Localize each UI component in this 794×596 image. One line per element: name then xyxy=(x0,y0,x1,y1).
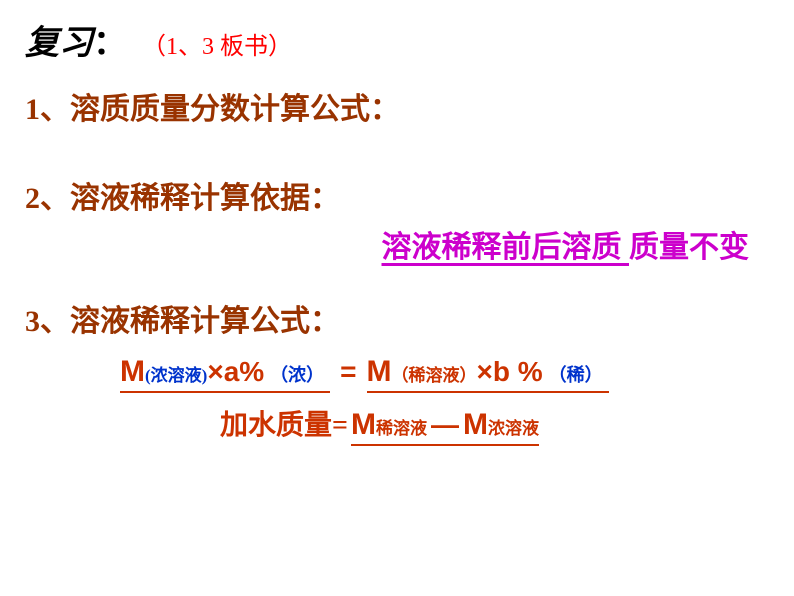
item-1: 1、溶质质量分数计算公式： xyxy=(25,84,769,128)
sub2-close: ） xyxy=(460,361,477,386)
paren2: （稀） xyxy=(549,361,603,387)
header-line: 复习 ： （1、3 板书） xyxy=(25,15,769,64)
result-sub2: 浓溶液 xyxy=(488,414,539,439)
result-m2: M xyxy=(463,408,488,442)
purple-part3: 质量不变 xyxy=(629,231,749,264)
title-colon: ： xyxy=(93,15,127,64)
equals: = xyxy=(340,356,356,388)
sub1-text: 浓溶液 xyxy=(151,361,202,386)
times1: ×a% xyxy=(207,356,264,388)
header-note: （1、3 板书） xyxy=(142,26,292,61)
item-2: 2、溶液稀释计算依据： xyxy=(25,173,769,217)
m1: M xyxy=(120,355,145,389)
sub2-text: 稀溶液 xyxy=(409,361,460,386)
result-m1: M xyxy=(351,408,376,442)
paren1: （浓） xyxy=(270,361,324,387)
item-3: 3、溶液稀释计算公式： xyxy=(25,296,769,340)
water-label: 加水质量= xyxy=(220,403,348,443)
times2: ×b % xyxy=(477,356,543,388)
formula-line-1: M (浓溶液) ×a% （浓） = M （稀溶液） ×b % （稀） xyxy=(25,355,769,393)
formula-line-2: 加水质量= M 稀溶液 — M 浓溶液 xyxy=(25,403,769,446)
formula-right: M （稀溶液） ×b % （稀） xyxy=(367,355,609,393)
result-sub1: 稀溶液 xyxy=(376,414,427,439)
formula-result: M 稀溶液 — M 浓溶液 xyxy=(351,408,539,446)
purple-part2: 溶质 xyxy=(562,231,630,264)
formula-left: M (浓溶液) ×a% （浓） xyxy=(120,355,330,393)
sub2-open: （ xyxy=(392,361,409,386)
purple-part1: 溶液稀释前后 xyxy=(382,231,562,264)
m2: M xyxy=(367,355,392,389)
purple-statement: 溶液稀释前后溶质 质量不变 xyxy=(25,222,769,266)
result-dash: — xyxy=(431,409,459,441)
title-text: 复习 xyxy=(25,15,93,64)
